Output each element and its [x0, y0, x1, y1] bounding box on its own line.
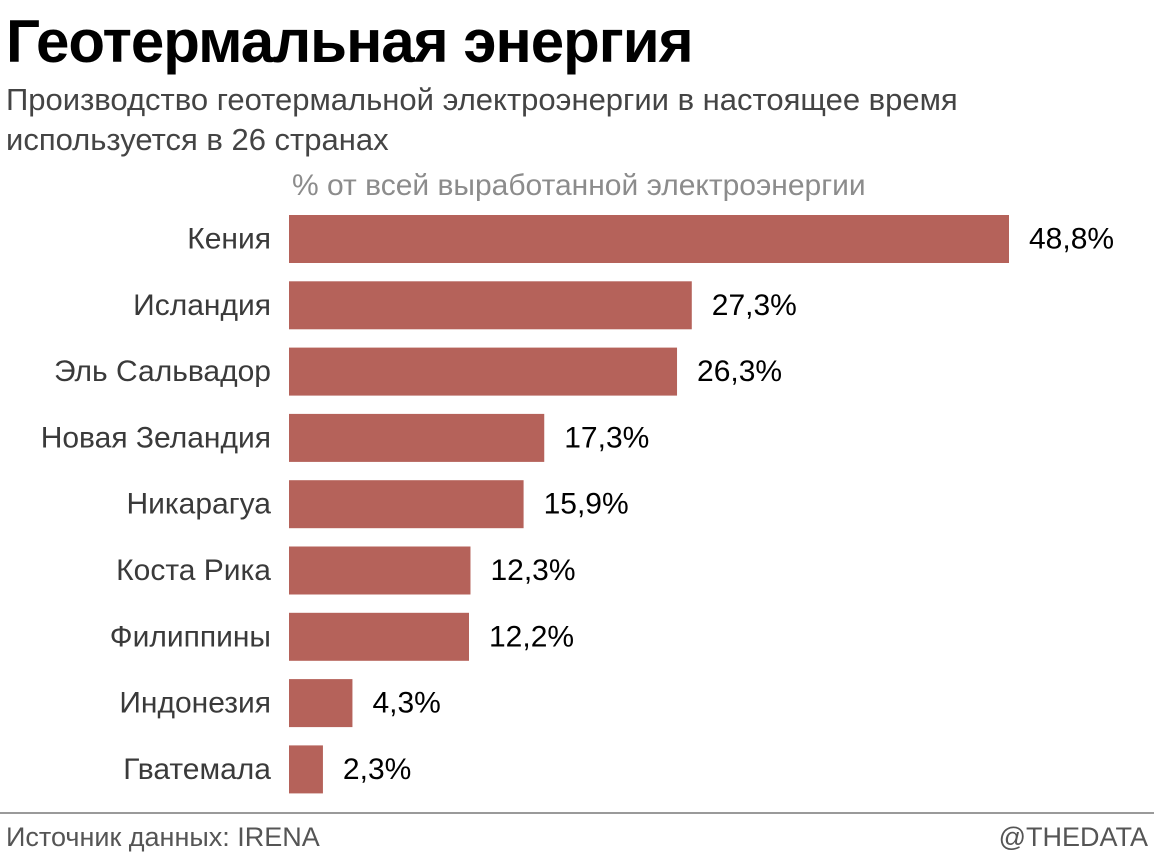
bars-layer: Кения 48,8% Исландия 27,3% Эль Сальвадор 26,3…	[41, 215, 1114, 794]
category-label: Исландия	[133, 289, 271, 322]
category-label: Кения	[187, 223, 271, 256]
footer-divider	[0, 812, 1154, 814]
bar	[289, 215, 1009, 263]
value-label: 4,3%	[372, 687, 440, 720]
bar	[289, 281, 692, 330]
value-label: 15,9%	[544, 488, 629, 521]
category-label: Коста Рика	[116, 554, 271, 587]
chart-subtitle: Производство геотермальной электроэнерги…	[6, 80, 1146, 160]
data-source: Источник данных: IRENA	[6, 822, 320, 852]
category-label: Филиппины	[110, 620, 271, 653]
value-label: 17,3%	[564, 421, 649, 454]
bar	[289, 546, 471, 595]
value-label: 48,8%	[1029, 223, 1114, 256]
brand-handle: @THEDATA	[998, 822, 1148, 852]
value-label: 27,3%	[712, 289, 797, 322]
bar	[289, 612, 469, 661]
category-label: Индонезия	[119, 687, 271, 720]
value-label: 2,3%	[343, 753, 411, 786]
axis-caption: % от всей выработанной электроэнергии	[292, 169, 866, 202]
bar	[289, 745, 323, 794]
bar	[289, 413, 545, 462]
chart-title: Геотермальная энергия	[6, 8, 694, 75]
subtitle-line-1: Производство геотермальной электроэнерги…	[6, 82, 958, 117]
value-label: 12,2%	[489, 620, 574, 653]
subtitle-line-2: используется в 26 странах	[6, 122, 389, 157]
category-label: Эль Сальвадор	[54, 355, 271, 388]
category-label: Никарагуа	[126, 488, 271, 521]
category-label: Гватемала	[123, 753, 271, 786]
category-label: Новая Зеландия	[41, 421, 271, 454]
value-label: 26,3%	[697, 355, 782, 388]
value-label: 12,3%	[490, 554, 575, 587]
bar	[289, 679, 353, 728]
bar	[289, 347, 678, 396]
bar	[289, 480, 524, 529]
